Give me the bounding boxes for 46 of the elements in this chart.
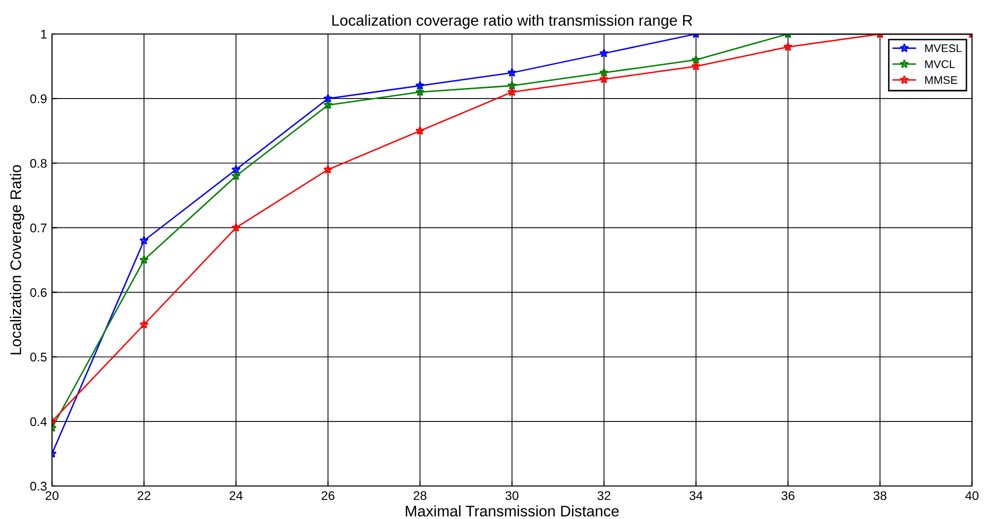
- x-tick-label: 22: [138, 491, 150, 500]
- x-tick-label: 26: [322, 491, 334, 500]
- x-tick-label: 34: [690, 491, 703, 500]
- point: [507, 68, 517, 77]
- y-tick-label: 0.6: [30, 288, 47, 297]
- legend-label: MMSE: [925, 76, 958, 84]
- point: [323, 100, 333, 110]
- point: [139, 320, 149, 329]
- y-tick-label: 0.8: [30, 158, 47, 168]
- point: [323, 94, 333, 103]
- legend-label: MVESL: [925, 44, 962, 52]
- y-tick-label: 1: [41, 30, 47, 39]
- point: [231, 222, 241, 232]
- x-tick-label: 40: [965, 491, 978, 500]
- point: [783, 42, 793, 51]
- point: [415, 126, 425, 135]
- point: [415, 80, 425, 90]
- point: [231, 164, 241, 174]
- point: [599, 48, 609, 58]
- y-tick-label: 0.3: [30, 482, 47, 491]
- point: [323, 164, 333, 174]
- x-tick-label: 38: [874, 491, 886, 500]
- point: [507, 87, 517, 96]
- y-axis-title: Localization Coverage Ratio: [10, 165, 24, 354]
- point: [691, 54, 701, 64]
- point: [139, 255, 149, 264]
- x-axis-title: Maximal Transmission Distance: [406, 505, 619, 517]
- x-tick-label: 32: [598, 491, 610, 500]
- legend-label: MVCL: [925, 60, 955, 68]
- x-tick-label: 28: [414, 491, 426, 500]
- point: [139, 236, 149, 245]
- x-tick-label: 30: [506, 491, 518, 500]
- y-tick-label: 0.7: [30, 224, 47, 232]
- point: [231, 171, 241, 180]
- y-tick-label: 0.9: [30, 94, 47, 104]
- y-tick-label: 0.5: [30, 352, 47, 362]
- point: [599, 68, 609, 77]
- x-tick-label: 20: [46, 491, 58, 500]
- x-tick-label: 24: [230, 491, 243, 500]
- point: [691, 61, 701, 70]
- chart-title: Localization coverage ratio with transmission range R: [332, 14, 692, 29]
- point: [415, 87, 425, 96]
- x-tick-label: 36: [782, 491, 794, 500]
- y-tick-label: 0.4: [30, 417, 47, 426]
- point: [599, 74, 609, 84]
- point: [507, 80, 517, 90]
